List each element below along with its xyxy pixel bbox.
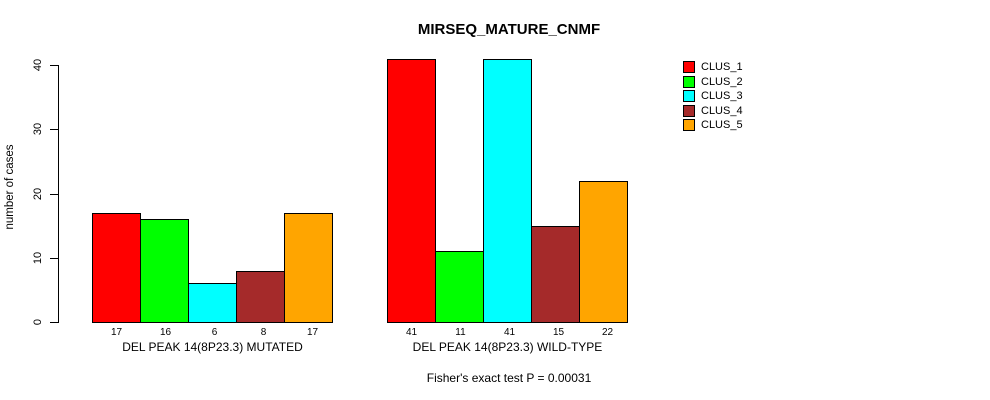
bar-value-label: 8: [260, 327, 267, 338]
legend-label: CLUS_1: [701, 61, 743, 74]
legend-item-clus_4: CLUS_4: [683, 104, 743, 119]
pvalue-caption: Fisher's exact test P = 0.00031: [426, 371, 592, 385]
y-axis-line: [58, 65, 59, 323]
legend-item-clus_3: CLUS_3: [683, 89, 743, 104]
legend-item-clus_2: CLUS_2: [683, 75, 743, 90]
bar-value-label: 17: [110, 327, 123, 338]
bar-clus_1-group1: [92, 212, 141, 323]
y-tick-label: 30: [32, 123, 44, 136]
y-axis-title: number of cases: [4, 144, 16, 230]
x-group-label: DEL PEAK 14(8P23.3) WILD-TYPE: [412, 340, 603, 354]
legend: CLUS_1 CLUS_2 CLUS_3 CLUS_4 CLUS_5: [683, 60, 743, 133]
bar-clus_3-group2: [483, 58, 532, 323]
legend-item-clus_5: CLUS_5: [683, 118, 743, 133]
bar-clus_4-group2: [531, 225, 580, 323]
bar-value-label: 6: [211, 327, 218, 338]
legend-swatch: [683, 104, 695, 117]
bar-value-label: 22: [601, 327, 614, 338]
legend-swatch: [683, 75, 695, 88]
y-tick-label: 10: [32, 251, 44, 264]
legend-label: CLUS_2: [701, 75, 743, 88]
y-tick-mark: [50, 129, 58, 131]
bar-clus_3-group1: [188, 283, 237, 323]
bar-value-label: 15: [552, 327, 565, 338]
y-tick-mark: [50, 322, 58, 323]
legend-label: CLUS_4: [701, 104, 743, 117]
bar-value-label: 11: [455, 327, 466, 338]
legend-item-clus_1: CLUS_1: [683, 60, 743, 75]
y-tick-mark: [50, 257, 58, 259]
bar-clus_5-group2: [579, 180, 628, 323]
chart-title: MIRSEQ_MATURE_CNMF: [417, 21, 601, 38]
bar-clus_2-group2: [435, 251, 484, 323]
legend-swatch: [683, 90, 695, 103]
y-tick-mark: [50, 193, 58, 195]
y-tick-label: 40: [32, 58, 44, 72]
legend-swatch: [683, 119, 695, 132]
bar-value-label: 41: [405, 327, 418, 338]
legend-label: CLUS_3: [701, 90, 743, 103]
x-group-label: DEL PEAK 14(8P23.3) MUTATED: [122, 340, 303, 354]
bar-clus_1-group2: [387, 58, 436, 323]
bar-value-label: 16: [159, 327, 172, 338]
bar-value-label: 41: [503, 327, 516, 338]
bar-value-label: 17: [306, 327, 319, 338]
bar-clus_5-group1: [284, 212, 333, 323]
y-tick-label: 20: [32, 187, 44, 200]
legend-label: CLUS_5: [701, 119, 743, 132]
bar-clus_2-group1: [140, 219, 189, 323]
bar-clus_4-group1: [236, 270, 285, 323]
legend-swatch: [683, 61, 695, 74]
y-tick-label: 0: [32, 318, 44, 326]
y-tick-mark: [50, 65, 58, 66]
